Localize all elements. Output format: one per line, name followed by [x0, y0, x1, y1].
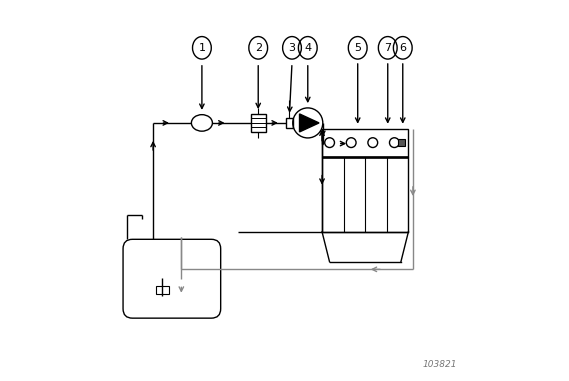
Bar	[322, 157, 409, 232]
Bar	[398, 139, 405, 146]
Text: 103821: 103821	[423, 360, 457, 369]
Text: 1: 1	[199, 43, 205, 53]
Text: 7: 7	[384, 43, 391, 53]
Polygon shape	[299, 114, 319, 132]
Text: 5: 5	[354, 43, 361, 53]
Text: 3: 3	[288, 43, 295, 53]
Bar	[322, 128, 409, 157]
Text: 6: 6	[399, 43, 406, 53]
Text: 4: 4	[304, 43, 311, 53]
Circle shape	[293, 108, 323, 138]
Text: 2: 2	[255, 43, 262, 53]
Bar	[251, 114, 266, 132]
Bar	[286, 118, 293, 128]
Bar	[156, 286, 169, 294]
